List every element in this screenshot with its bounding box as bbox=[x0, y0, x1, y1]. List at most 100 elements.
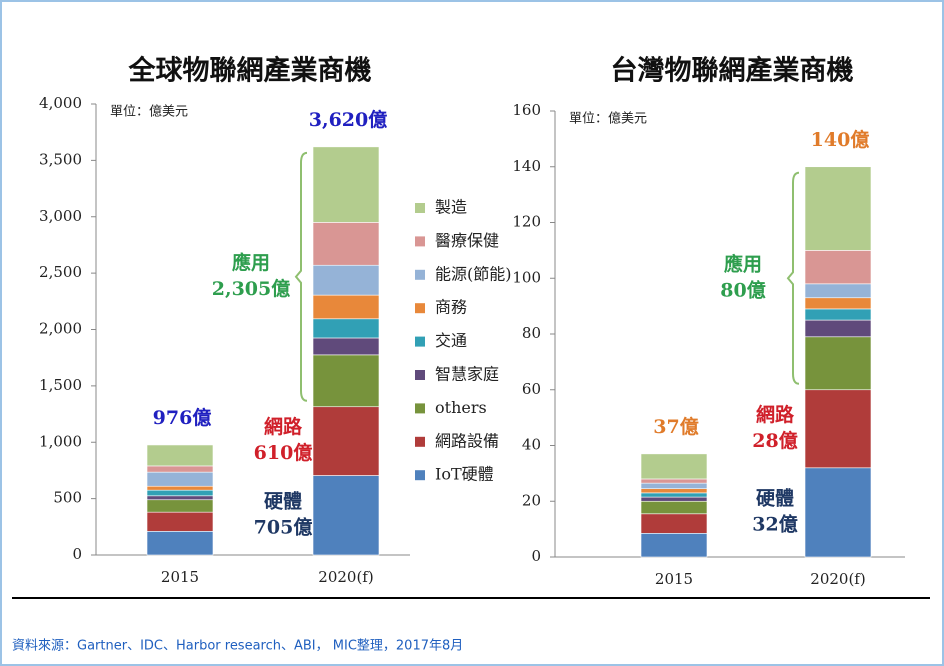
y-tick-label: 1,500 bbox=[39, 376, 82, 394]
bar-segment bbox=[804, 308, 872, 321]
annotation-value: 705億 bbox=[254, 515, 313, 538]
bar-segment bbox=[640, 500, 708, 515]
bar-segment bbox=[640, 492, 708, 498]
bar-segment bbox=[146, 495, 214, 501]
annotation-value: 28億 bbox=[752, 429, 797, 452]
legend-swatch bbox=[415, 236, 425, 247]
bar-segment bbox=[640, 496, 708, 502]
bar-segment bbox=[804, 297, 872, 310]
legend-label: 製造 bbox=[435, 198, 467, 217]
total-label: 3,620億 bbox=[309, 108, 388, 131]
bar-segment bbox=[312, 354, 380, 408]
y-tick-label: 3,000 bbox=[39, 207, 82, 225]
legend-swatch bbox=[415, 436, 425, 447]
y-tick-label: 1,000 bbox=[39, 432, 82, 450]
total-label: 140億 bbox=[811, 128, 870, 151]
annotation-label: 網路 bbox=[756, 403, 795, 426]
bar-segment bbox=[312, 294, 380, 320]
y-tick-label: 2,500 bbox=[39, 263, 82, 281]
legend-label: 網路設備 bbox=[435, 431, 499, 450]
y-tick-label: 120 bbox=[512, 213, 541, 231]
bar-segment bbox=[146, 485, 214, 491]
legend-swatch bbox=[415, 303, 425, 314]
legend-label: 交通 bbox=[435, 331, 467, 350]
legend-label: 商務 bbox=[435, 298, 467, 317]
bar-segment bbox=[640, 513, 708, 534]
y-tick-label: 60 bbox=[522, 380, 541, 398]
bar-segment bbox=[312, 264, 380, 296]
annotation-value: 32億 bbox=[752, 512, 797, 535]
bar-segment bbox=[146, 444, 214, 467]
annotation-label: 網路 bbox=[264, 415, 303, 438]
legend-swatch bbox=[415, 403, 425, 414]
legend-swatch bbox=[415, 203, 425, 213]
legend-label: IoT硬體 bbox=[435, 465, 494, 484]
bar-segment bbox=[146, 511, 214, 532]
bar-segment bbox=[312, 475, 380, 556]
bar-segment bbox=[146, 499, 214, 513]
unit-label: 單位：億美元 bbox=[569, 111, 647, 127]
bracket bbox=[786, 171, 800, 385]
footer: 資料來源：Gartner、IDC、Harbor research、ABI， MI… bbox=[12, 639, 463, 654]
legend-label: others bbox=[435, 398, 487, 417]
bar-segment bbox=[804, 389, 872, 469]
x-tick-label: 2020(f) bbox=[810, 570, 865, 588]
annotation-label: 應用 bbox=[232, 251, 270, 274]
chart-title: 台灣物聯網產業商機 bbox=[611, 55, 854, 87]
total-label: 37億 bbox=[653, 415, 698, 438]
x-tick-label: 2015 bbox=[161, 568, 199, 586]
bar-segment bbox=[804, 283, 872, 299]
bar-segment bbox=[312, 146, 380, 223]
bar-segment bbox=[312, 222, 380, 266]
bar-segment bbox=[804, 166, 872, 251]
y-tick-label: 4,000 bbox=[39, 94, 82, 112]
annotation-value: 610億 bbox=[254, 441, 313, 464]
x-tick-label: 2020(f) bbox=[318, 568, 373, 586]
bar-segment bbox=[804, 319, 872, 338]
legend-label: 能源(節能) bbox=[435, 264, 512, 283]
unit-label: 單位：億美元 bbox=[110, 104, 188, 120]
bar-segment bbox=[804, 250, 872, 285]
y-tick-label: 500 bbox=[53, 489, 82, 507]
bar-segment bbox=[804, 467, 872, 558]
y-tick-label: 160 bbox=[512, 101, 541, 119]
bar-segment bbox=[640, 488, 708, 494]
bar-segment bbox=[312, 318, 380, 339]
y-tick-label: 2,000 bbox=[39, 320, 82, 338]
bar-segment bbox=[640, 453, 708, 480]
bar-segment bbox=[640, 533, 708, 558]
y-tick-label: 40 bbox=[522, 436, 541, 454]
x-tick-label: 2015 bbox=[655, 570, 693, 588]
y-tick-label: 100 bbox=[512, 268, 541, 286]
annotation-label: 應用 bbox=[724, 252, 762, 275]
legend-swatch bbox=[415, 370, 425, 380]
bar-segment bbox=[640, 482, 708, 490]
y-tick-label: 3,500 bbox=[39, 150, 82, 168]
annotation-value: 2,305億 bbox=[212, 277, 291, 300]
bar-segment bbox=[804, 336, 872, 391]
bar-segment bbox=[146, 531, 214, 556]
legend-swatch bbox=[415, 470, 425, 481]
annotation-value: 80億 bbox=[720, 278, 765, 301]
y-tick-label: 80 bbox=[522, 324, 541, 342]
y-tick-label: 140 bbox=[512, 157, 541, 175]
bar-segment bbox=[146, 465, 214, 473]
legend-swatch bbox=[415, 336, 425, 347]
legend-label: 醫療保健 bbox=[435, 231, 499, 250]
annotation-label: 硬體 bbox=[264, 490, 302, 512]
bar-segment bbox=[312, 337, 380, 356]
bar-segment bbox=[146, 489, 214, 497]
y-tick-label: 0 bbox=[72, 545, 82, 563]
bar-segment bbox=[312, 406, 380, 476]
bar-segment bbox=[640, 478, 708, 484]
y-tick-label: 0 bbox=[531, 547, 541, 565]
legend-label: 智慧家庭 bbox=[435, 365, 499, 384]
annotation-label: 硬體 bbox=[756, 487, 794, 509]
bracket bbox=[294, 151, 308, 402]
bar-segment bbox=[146, 471, 214, 487]
legend-swatch bbox=[415, 269, 425, 280]
y-tick-label: 20 bbox=[522, 491, 541, 509]
